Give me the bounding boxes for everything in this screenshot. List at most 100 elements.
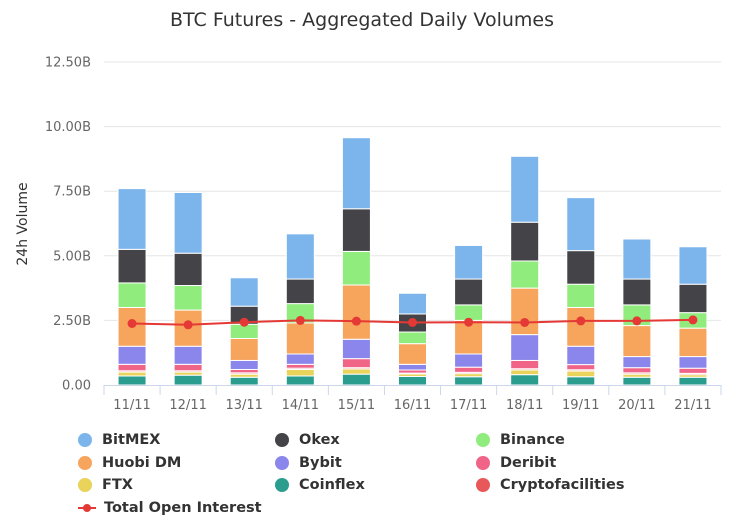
bar-segment xyxy=(510,369,540,376)
line-point xyxy=(351,316,361,326)
bar-segment xyxy=(398,331,427,345)
bar-segment xyxy=(566,345,596,366)
legend-item[interactable]: Total Open Interest xyxy=(78,500,262,516)
legend-circle-icon xyxy=(275,478,289,492)
legend-label: Total Open Interest xyxy=(104,499,262,516)
bar-segment xyxy=(510,221,540,262)
y-axis-label: 24h Volume xyxy=(15,182,31,265)
x-tick-label: 13/11 xyxy=(225,398,262,413)
bar-segment xyxy=(622,238,652,280)
legend-item[interactable]: Deribit xyxy=(476,455,556,471)
bar-segment xyxy=(117,248,147,284)
bar-segment xyxy=(566,376,596,386)
chart-title: BTC Futures - Aggregated Daily Volumes xyxy=(170,9,554,31)
bar-segment xyxy=(622,325,652,358)
x-tick-label: 20/11 xyxy=(618,398,655,413)
x-tick-label: 21/11 xyxy=(674,398,711,413)
legend-item[interactable]: Huobi DM xyxy=(78,455,181,471)
legend-item[interactable]: Coinflex xyxy=(275,477,365,493)
legend-item[interactable]: FTX xyxy=(78,477,133,493)
y-tick-label: 5.00B xyxy=(53,249,91,264)
legend-item[interactable]: Okex xyxy=(275,432,340,448)
bar-segment xyxy=(678,367,708,374)
bar-segment xyxy=(622,278,652,306)
bar-segment xyxy=(678,283,708,314)
legend-circle-icon xyxy=(78,433,92,447)
legend-circle-icon xyxy=(476,455,490,470)
x-tick-label: 18/11 xyxy=(506,398,543,413)
y-tick-label: 7.50B xyxy=(53,185,91,200)
bar-segment xyxy=(173,363,203,372)
bar-segment xyxy=(285,368,315,377)
legend-item[interactable]: Binance xyxy=(476,432,565,448)
bar-segment xyxy=(117,371,147,377)
bar-segment xyxy=(173,374,203,386)
bar-segment xyxy=(678,327,708,358)
bar-segment xyxy=(454,244,484,280)
bar-segment xyxy=(341,137,371,210)
bar-segment xyxy=(117,363,147,372)
legend-label: Coinflex xyxy=(299,477,365,493)
bar-segment xyxy=(173,345,203,365)
bar-segment xyxy=(117,282,147,308)
bar-segment xyxy=(622,367,652,374)
bar-segment xyxy=(285,233,315,280)
bar-segment xyxy=(229,277,259,307)
line-point xyxy=(632,316,642,326)
x-axis: 11/11 12/11 13/11 14/11 15/11 16/11 17/11 18/11… xyxy=(103,385,722,413)
x-tick-label: 15/11 xyxy=(338,398,375,413)
legend-label: Okex xyxy=(299,432,340,448)
line-point xyxy=(295,315,305,325)
bar-segment xyxy=(566,197,596,252)
x-tick-label: 16/11 xyxy=(394,398,431,413)
bar-stacks xyxy=(117,137,708,386)
bar-segment xyxy=(229,337,259,361)
bar-segment xyxy=(566,370,596,378)
line-point xyxy=(688,315,698,325)
bar-segment xyxy=(341,284,371,340)
bar-segment xyxy=(566,250,596,285)
line-point xyxy=(520,317,530,327)
legend-circle-icon xyxy=(476,433,490,447)
bar-segment xyxy=(285,353,315,365)
bar-segment xyxy=(454,353,484,368)
line-point xyxy=(127,319,137,329)
bar-segment xyxy=(229,359,259,370)
y-tick-label: 12.50B xyxy=(45,56,91,71)
bar-segment xyxy=(173,285,203,311)
y-axis-ticks: 0.00 2.50B 5.00B 7.50B 10.00B 12.50B xyxy=(45,56,91,394)
bar-segment xyxy=(454,278,484,306)
open-interest-line xyxy=(127,315,698,330)
bar-segment xyxy=(117,188,147,250)
bar-segment xyxy=(566,364,596,371)
line-marker-icon xyxy=(78,501,96,515)
y-tick-label: 10.00B xyxy=(45,120,91,135)
bar-segment xyxy=(117,375,147,386)
legend-circle-icon xyxy=(78,455,92,470)
legend-item[interactable]: BitMEX xyxy=(78,432,160,448)
bar-segment xyxy=(341,250,371,286)
bar-segment xyxy=(510,334,540,361)
y-tick-label: 0.00 xyxy=(62,379,91,394)
bar-segment xyxy=(285,375,315,386)
bar-segment xyxy=(678,356,708,369)
legend-circle-icon xyxy=(476,478,490,492)
bar-segment xyxy=(285,363,315,369)
legend-circle-icon xyxy=(275,455,289,470)
line-point xyxy=(464,317,474,327)
bar-segment xyxy=(454,376,484,386)
bar-segment xyxy=(285,322,315,355)
legend-label: Binance xyxy=(500,432,565,448)
legend-item[interactable]: Cryptofacilities xyxy=(476,477,624,493)
x-tick-label: 11/11 xyxy=(113,398,150,413)
legend-item[interactable]: Bybit xyxy=(275,455,342,471)
bar-segment xyxy=(622,376,652,386)
legend-circle-icon xyxy=(275,433,289,447)
bar-segment xyxy=(622,356,652,369)
bar-segment xyxy=(566,283,596,308)
bar-segment xyxy=(341,208,371,252)
bar-segment xyxy=(173,252,203,287)
bar-segment xyxy=(341,373,371,386)
line-point xyxy=(408,317,417,327)
x-tick-label: 19/11 xyxy=(562,398,599,413)
